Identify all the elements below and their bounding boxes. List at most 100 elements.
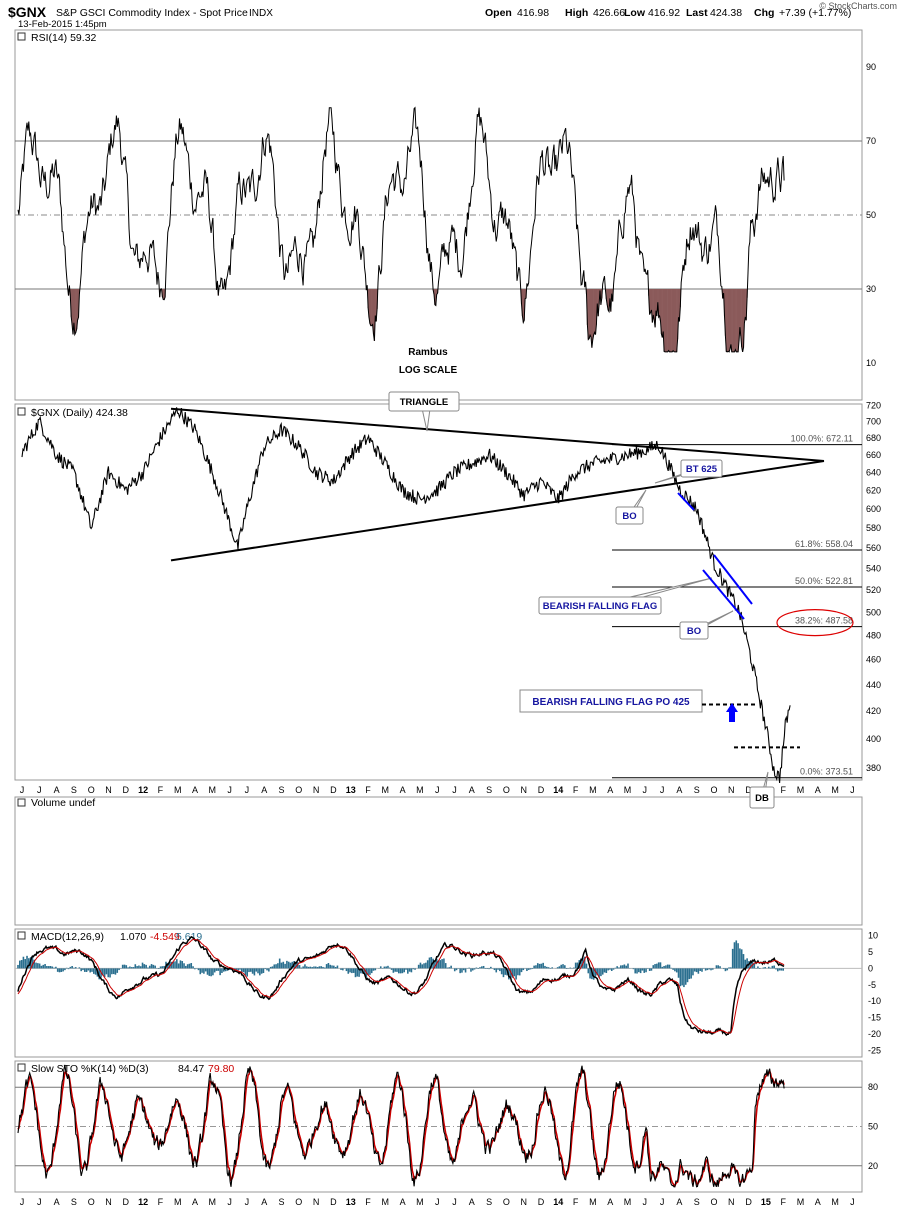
blue-up-arrow bbox=[726, 703, 738, 722]
month-tick-label-1: A bbox=[261, 1197, 267, 1207]
bo-callout-1-box bbox=[615, 506, 644, 525]
price-tick-label: 440 bbox=[866, 680, 881, 690]
month-tick-label-0: M bbox=[831, 785, 839, 795]
month-tick-label-0: F bbox=[780, 785, 786, 795]
macd-tick-label: -5 bbox=[868, 980, 876, 990]
month-tick-label-1: M bbox=[209, 1197, 217, 1207]
month-tick-label-1: A bbox=[815, 1197, 821, 1207]
month-tick-label-0: 14 bbox=[553, 785, 563, 795]
bt625-callout: BT 625 bbox=[654, 459, 723, 484]
macd-label: MACD(12,26,9) bbox=[31, 931, 104, 943]
price-tick-label: 700 bbox=[866, 417, 881, 427]
month-tick-label-1: N bbox=[728, 1197, 735, 1207]
stoch-k-line bbox=[17, 1064, 785, 1188]
month-tick-label-1: F bbox=[573, 1197, 579, 1207]
month-tick-label-0: A bbox=[815, 785, 821, 795]
macd-tick-label: -25 bbox=[868, 1045, 881, 1055]
macd-tick-label: -15 bbox=[868, 1013, 881, 1023]
month-tick-label-0: D bbox=[123, 785, 130, 795]
triangle-callout: TRIANGLE bbox=[388, 391, 460, 432]
macd-tick-label: 5 bbox=[868, 947, 873, 957]
rsi-tick-label: 10 bbox=[866, 358, 876, 368]
exchange: INDX bbox=[249, 8, 273, 19]
stoch-label: Slow STO %K(14) %D(3) bbox=[31, 1063, 149, 1075]
month-tick-label-0: A bbox=[192, 785, 198, 795]
month-tick-label-0: J bbox=[227, 785, 232, 795]
chg-label: Chg bbox=[754, 7, 774, 19]
open-value: 416.98 bbox=[517, 7, 549, 19]
rsi-tick-label: 90 bbox=[866, 62, 876, 72]
price-panel-icon bbox=[17, 407, 26, 416]
fib-highlight-circle bbox=[776, 608, 854, 637]
month-tick-label-0: N bbox=[728, 785, 735, 795]
month-tick-label-1: A bbox=[192, 1197, 198, 1207]
stoch-tick-label: 80 bbox=[868, 1082, 878, 1092]
price-tick-label: 420 bbox=[866, 706, 881, 716]
month-tick-label-1: S bbox=[486, 1197, 492, 1207]
bt625-callout-box bbox=[680, 459, 723, 478]
triangle-lower-line bbox=[170, 459, 825, 562]
month-tick-label-0: A bbox=[261, 785, 267, 795]
month-tick-label-0: S bbox=[278, 785, 284, 795]
month-tick-label-1: M bbox=[382, 1197, 390, 1207]
month-tick-label-0: A bbox=[54, 785, 60, 795]
header-svg: $GNX S&P GSCI Commodity Index - Spot Pri… bbox=[8, 1, 897, 30]
price-tick-label: 640 bbox=[866, 467, 881, 477]
bt625-callout-text: BT 625 bbox=[686, 464, 718, 475]
month-tick-label-0: O bbox=[710, 785, 717, 795]
month-tick-label-1: D bbox=[538, 1197, 545, 1207]
month-tick-label-1: J bbox=[850, 1197, 855, 1207]
rsi-tick-label: 50 bbox=[866, 210, 876, 220]
macd-tick-label: 10 bbox=[868, 931, 878, 941]
month-tick-label-0: J bbox=[435, 785, 440, 795]
triangle-callout-box bbox=[388, 391, 460, 412]
month-tick-label-1: M bbox=[589, 1197, 597, 1207]
month-tick-label-0: J bbox=[245, 785, 250, 795]
month-tick-label-1: O bbox=[503, 1197, 510, 1207]
po-text: BEARISH FALLING FLAG PO 425 bbox=[532, 697, 690, 708]
month-tick-label-0: M bbox=[797, 785, 805, 795]
flag-upper-line bbox=[713, 554, 753, 605]
month-tick-label-0: O bbox=[88, 785, 95, 795]
price-tick-label: 380 bbox=[866, 763, 881, 773]
month-tick-label-0: J bbox=[850, 785, 855, 795]
month-tick-label-0: 13 bbox=[346, 785, 356, 795]
month-tick-label-1: M bbox=[624, 1197, 632, 1207]
month-tick-label-0: D bbox=[330, 785, 337, 795]
volume-label: Volume undef bbox=[31, 797, 95, 809]
po-box bbox=[519, 689, 703, 713]
month-tick-label-0: A bbox=[607, 785, 613, 795]
open-label: Open bbox=[485, 7, 512, 19]
month-tick-label-0: F bbox=[365, 785, 371, 795]
bo-callout-2: BO bbox=[679, 610, 734, 640]
bearish-flag-callout-box bbox=[538, 596, 662, 615]
bo-callout-1: BO bbox=[615, 489, 647, 525]
month-tick-label-0: S bbox=[71, 785, 77, 795]
price-tick-label: 620 bbox=[866, 485, 881, 495]
fib-level-label: 0.0%: 373.51 bbox=[800, 767, 853, 777]
month-tick-label-1: J bbox=[643, 1197, 648, 1207]
month-tick-label-1: D bbox=[745, 1197, 752, 1207]
month-tick-label-1: S bbox=[71, 1197, 77, 1207]
month-tick-label-1: O bbox=[710, 1197, 717, 1207]
stoch-k-value: 84.47 bbox=[178, 1063, 204, 1075]
fib-level-label: 61.8%: 558.04 bbox=[795, 539, 853, 549]
price-tick-label: 400 bbox=[866, 734, 881, 744]
month-tick-label-0: S bbox=[694, 785, 700, 795]
macd-value: 1.070 bbox=[120, 931, 146, 943]
low-value: 416.92 bbox=[648, 7, 680, 19]
db-callout: DB bbox=[749, 771, 775, 809]
price-tick-label: 600 bbox=[866, 504, 881, 514]
stoch-panel-icon bbox=[17, 1063, 26, 1072]
month-tick-label-1: S bbox=[278, 1197, 284, 1207]
month-tick-label-0: 12 bbox=[138, 785, 148, 795]
month-tick-label-0: D bbox=[745, 785, 752, 795]
chg-value: +7.39 (+1.77%) bbox=[779, 7, 851, 19]
price-tick-label: 560 bbox=[866, 543, 881, 553]
watermark: © StockCharts.com bbox=[819, 1, 897, 11]
month-tick-label-0: O bbox=[503, 785, 510, 795]
price-tick-label: 540 bbox=[866, 564, 881, 574]
high-label: High bbox=[565, 7, 588, 19]
month-tick-label-1: J bbox=[37, 1197, 42, 1207]
triangle-upper-line bbox=[170, 407, 825, 462]
